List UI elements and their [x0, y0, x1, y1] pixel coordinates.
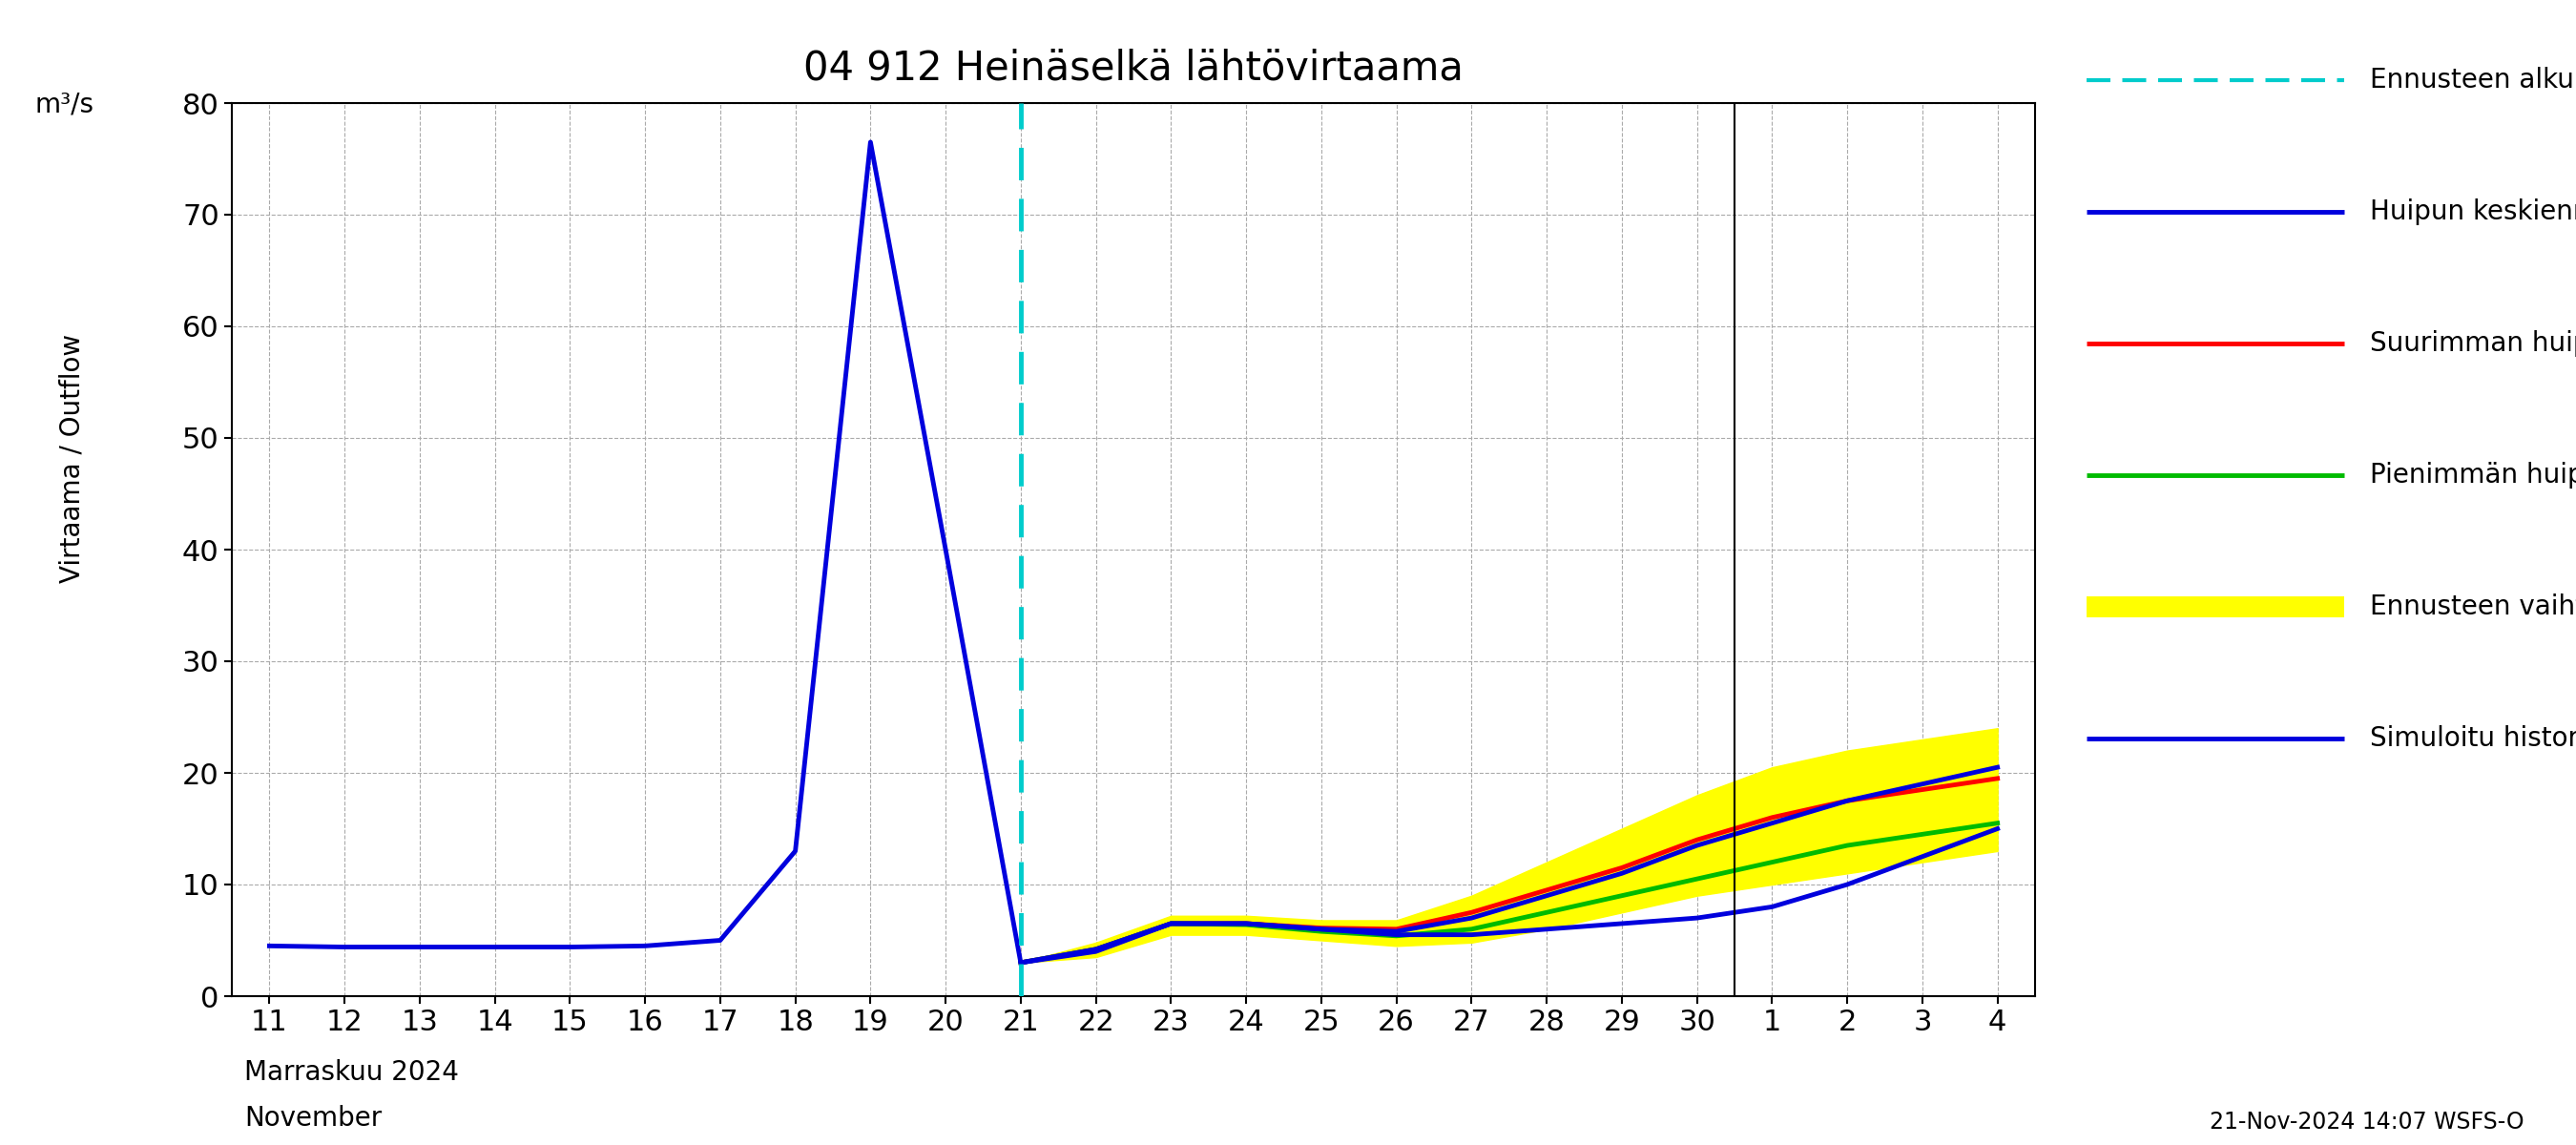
Text: Simuloitu historia: Simuloitu historia: [2370, 725, 2576, 752]
Text: Ennusteen alku: Ennusteen alku: [2370, 66, 2573, 94]
Text: m³/s: m³/s: [36, 92, 93, 118]
Text: Pienimmän huipun ennuste: Pienimmän huipun ennuste: [2370, 461, 2576, 489]
Title: 04 912 Heinäselkä lähtövirtaama: 04 912 Heinäselkä lähtövirtaama: [804, 48, 1463, 88]
Text: Ennusteen vaihteluväli: Ennusteen vaihteluväli: [2370, 593, 2576, 621]
Text: Huipun keskiennuste: Huipun keskiennuste: [2370, 198, 2576, 226]
Text: November: November: [245, 1105, 381, 1131]
Text: Suurimman huipun ennuste: Suurimman huipun ennuste: [2370, 330, 2576, 357]
Text: 21-Nov-2024 14:07 WSFS-O: 21-Nov-2024 14:07 WSFS-O: [2210, 1111, 2524, 1134]
Text: Virtaama / Outflow: Virtaama / Outflow: [59, 333, 85, 583]
Text: Marraskuu 2024: Marraskuu 2024: [245, 1059, 459, 1085]
